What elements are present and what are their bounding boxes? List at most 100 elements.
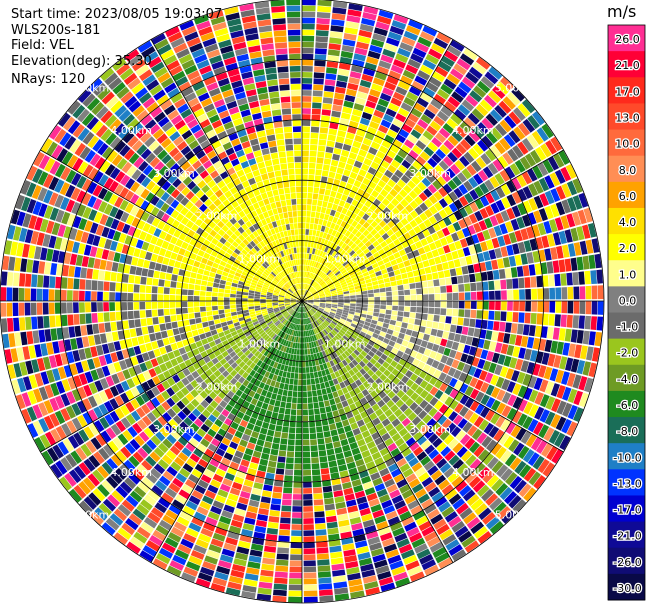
range-gate <box>207 276 215 283</box>
range-gate <box>518 483 532 498</box>
range-gate <box>130 356 139 366</box>
range-gate <box>362 294 368 298</box>
range-gate <box>55 315 62 327</box>
range-gate <box>321 273 326 279</box>
range-gate <box>210 250 218 258</box>
range-gate <box>310 273 314 279</box>
range-gate <box>341 400 349 408</box>
range-gate <box>464 437 476 450</box>
range-gate <box>321 350 327 357</box>
range-gate <box>318 308 324 312</box>
range-gate <box>398 249 407 257</box>
range-gate <box>430 513 444 525</box>
range-gate <box>306 342 310 349</box>
range-gate <box>228 575 243 585</box>
range-gate <box>305 284 309 290</box>
range-gate <box>285 313 290 319</box>
range-gate <box>387 516 401 526</box>
range-gate <box>364 581 379 590</box>
range-gate <box>448 242 457 252</box>
range-gate <box>484 179 495 192</box>
range-gate <box>324 308 331 312</box>
range-gate <box>407 499 420 510</box>
range-gate <box>397 179 406 189</box>
range-gate <box>82 477 96 491</box>
range-gate <box>272 334 278 340</box>
range-gate <box>318 263 323 270</box>
range-gate <box>238 281 245 286</box>
range-gate <box>234 476 245 485</box>
range-gate <box>320 331 325 338</box>
range-gate <box>212 453 223 462</box>
range-gate <box>341 242 347 250</box>
range-gate <box>552 260 560 273</box>
range-gate <box>361 73 374 83</box>
range-gate <box>341 387 349 395</box>
range-gate <box>338 339 345 346</box>
range-gate <box>337 427 345 435</box>
range-gate <box>388 340 396 347</box>
range-gate <box>375 325 382 331</box>
range-gate <box>360 563 374 572</box>
range-gate <box>313 314 318 320</box>
range-gate <box>309 427 316 434</box>
range-gate <box>394 500 406 510</box>
range-gate <box>441 484 454 496</box>
range-gate <box>104 238 113 250</box>
range-gate <box>315 255 319 262</box>
range-gate <box>366 282 373 287</box>
range-gate <box>300 301 302 307</box>
range-gate <box>388 324 395 331</box>
range-gate <box>188 495 201 506</box>
range-gate <box>531 288 538 300</box>
range-gate <box>101 365 111 377</box>
range-gate <box>137 481 150 494</box>
range-gate <box>313 304 319 308</box>
range-gate <box>177 320 184 328</box>
range-gate <box>362 357 369 365</box>
range-gate <box>27 423 39 438</box>
range-gate <box>103 190 113 203</box>
range-gate <box>421 281 428 288</box>
range-gate <box>141 443 153 455</box>
range-gate <box>351 199 359 207</box>
range-gate <box>434 239 443 249</box>
range-gate <box>321 330 327 336</box>
range-gate <box>281 395 287 402</box>
range-gate <box>193 307 200 313</box>
range-gate <box>414 376 424 386</box>
range-gate <box>145 472 158 484</box>
range-gate <box>287 308 293 313</box>
range-gate <box>553 153 565 168</box>
range-gate <box>212 532 226 542</box>
range-gate <box>246 442 256 450</box>
range-gate <box>261 376 268 384</box>
range-gate <box>308 310 313 316</box>
range-gate <box>294 312 298 318</box>
range-gate <box>338 62 351 71</box>
range-gate <box>407 113 419 123</box>
range-gate <box>355 258 363 265</box>
range-gate <box>310 445 318 452</box>
range-gate <box>500 76 514 91</box>
range-gate <box>550 414 561 429</box>
range-gate <box>562 386 572 401</box>
range-gate <box>175 238 184 247</box>
range-gate <box>219 358 227 366</box>
range-gate <box>302 90 312 96</box>
range-gate <box>485 149 497 162</box>
range-gate <box>585 239 594 254</box>
range-gate <box>503 435 515 449</box>
range-gate <box>561 301 568 314</box>
range-gate <box>73 484 87 499</box>
range-gate <box>143 494 157 506</box>
range-gate <box>468 365 477 376</box>
range-gate <box>494 280 501 290</box>
range-gate <box>390 404 399 413</box>
range-gate <box>34 344 42 358</box>
range-gate <box>358 343 366 350</box>
range-gate <box>419 135 430 146</box>
range-gate <box>311 108 321 115</box>
range-gate <box>512 383 522 396</box>
range-gate <box>218 292 224 297</box>
